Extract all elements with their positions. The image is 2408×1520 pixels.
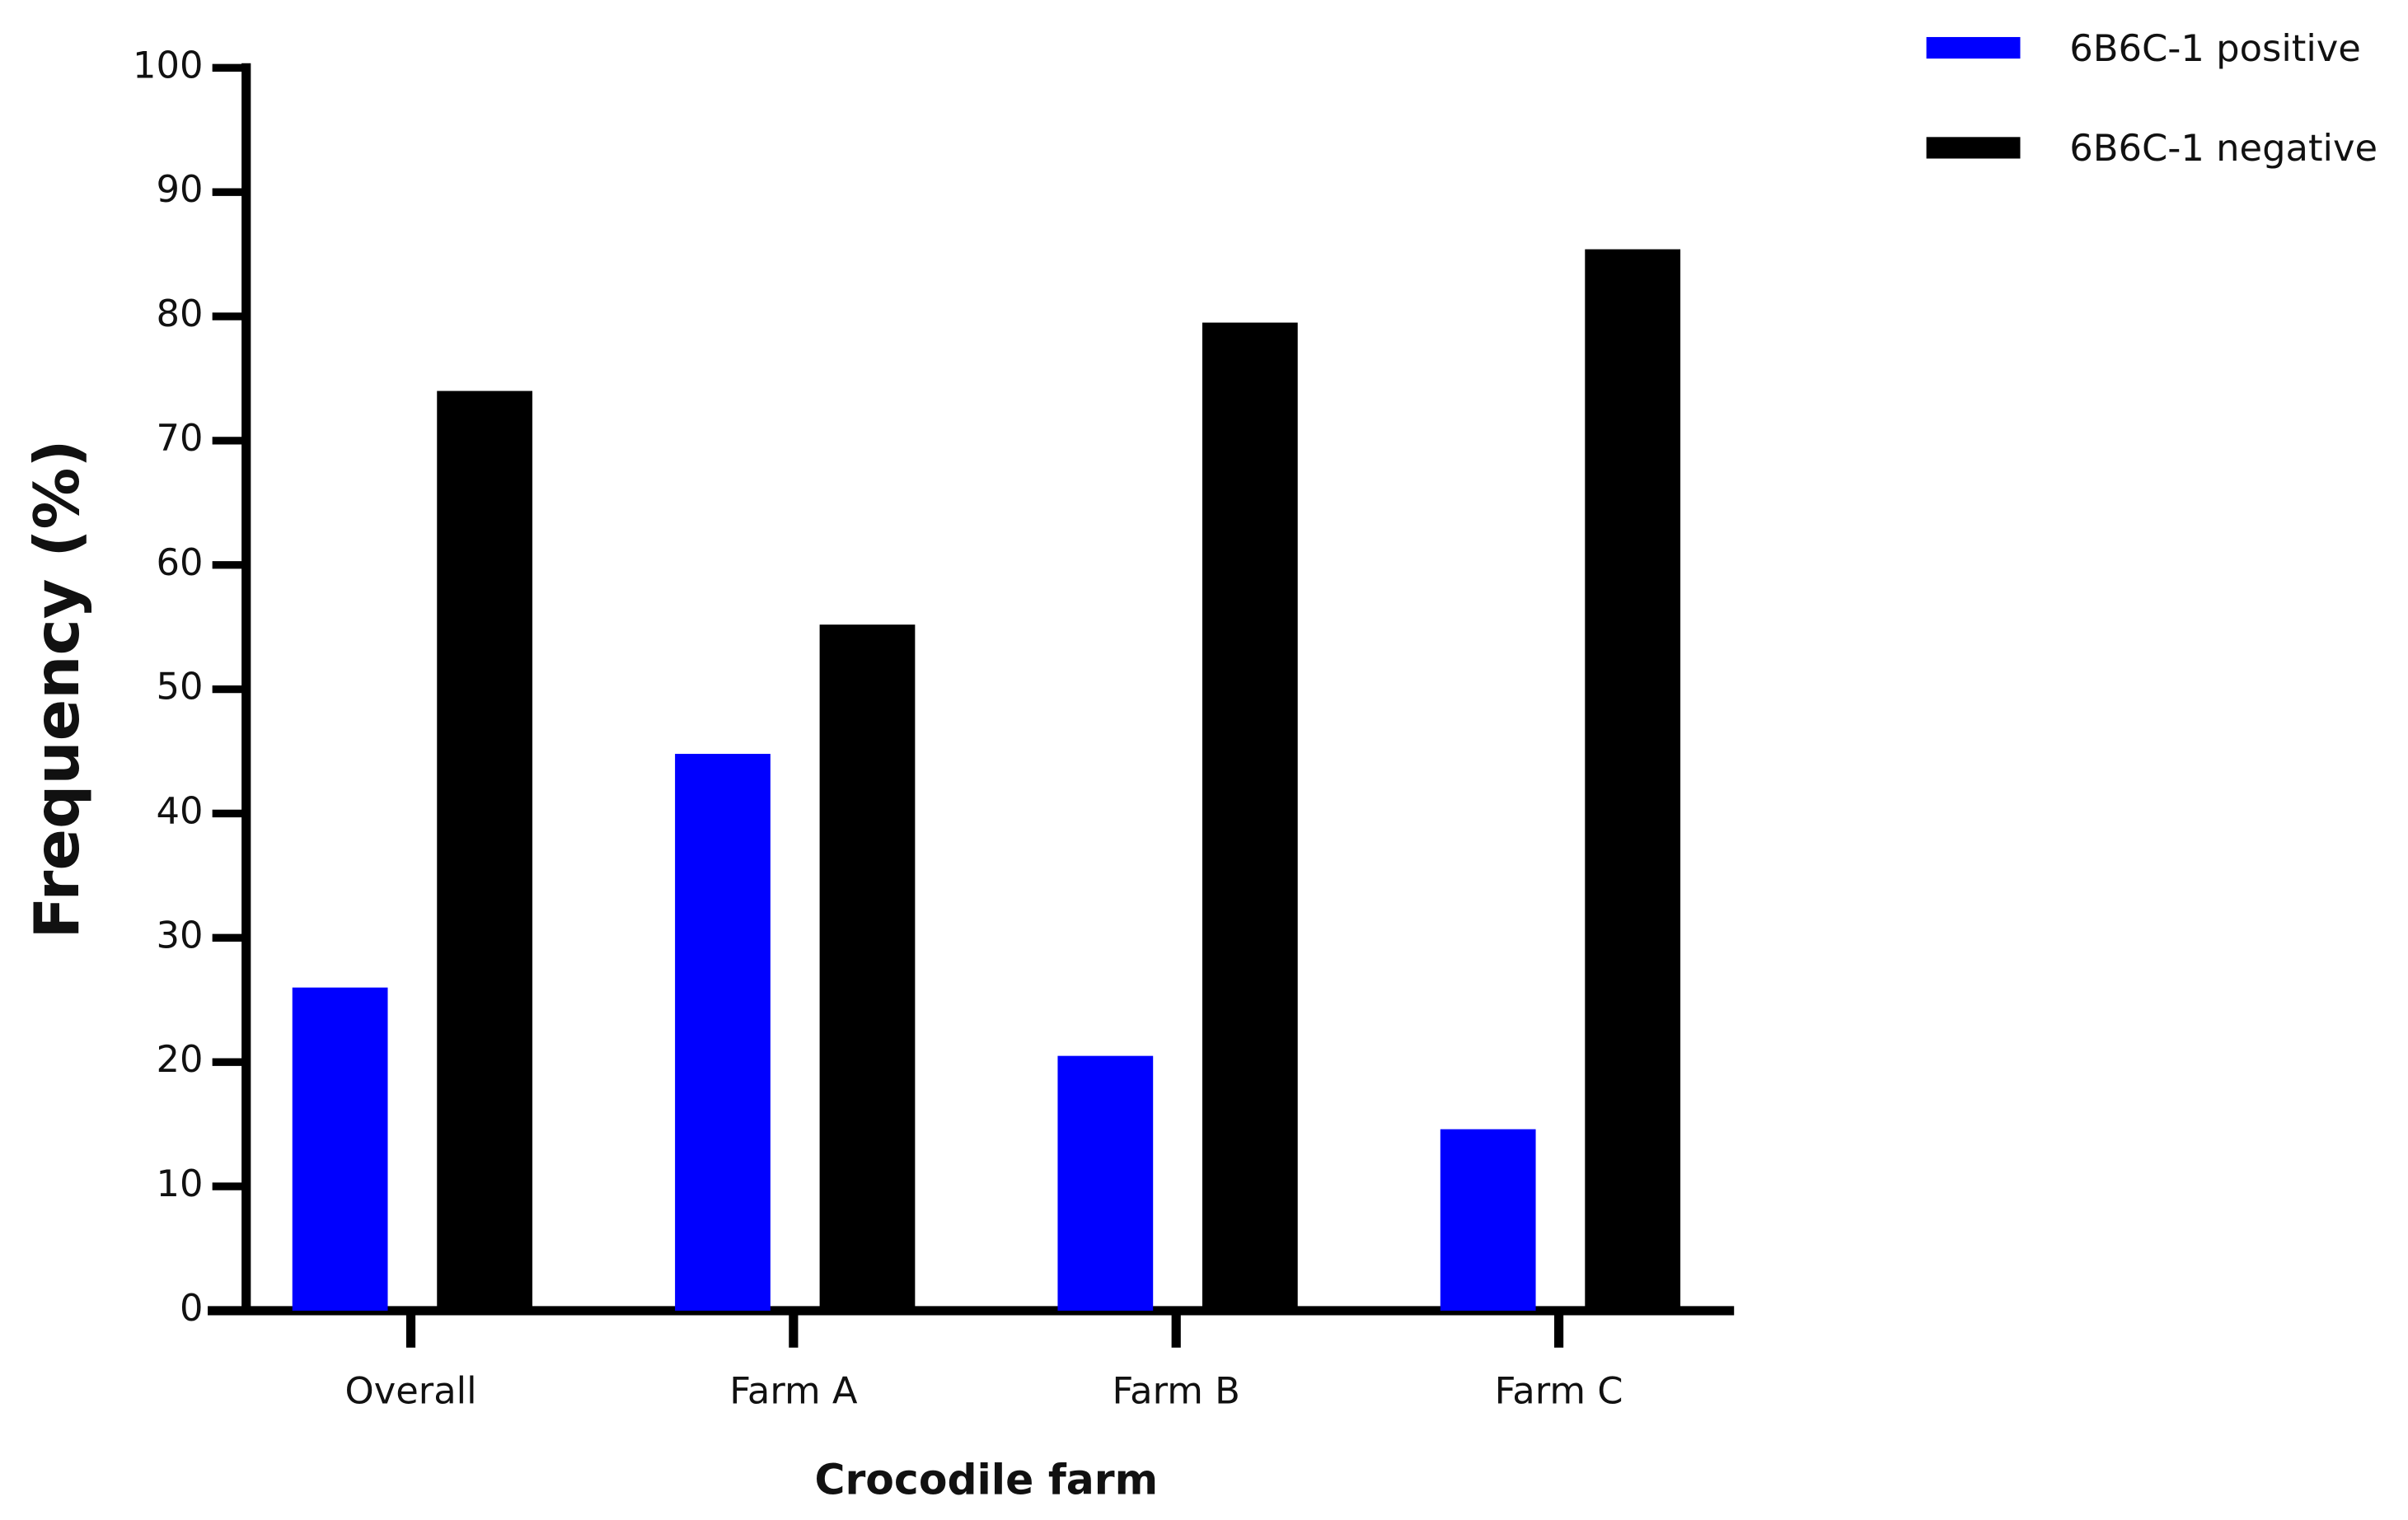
x-tick-label: Overall: [344, 1369, 476, 1413]
y-tick-label: 50: [156, 665, 203, 709]
bar: [819, 624, 916, 1311]
bar: [1057, 1055, 1154, 1311]
bar: [437, 391, 533, 1311]
y-tick-label: 90: [156, 167, 203, 211]
legend-swatch: [1926, 36, 2021, 59]
y-tick-label: 40: [156, 788, 203, 832]
bar: [292, 987, 388, 1311]
y-tick-label: 70: [156, 416, 203, 460]
legend-label: 6B6C-1 negative: [2069, 126, 2378, 170]
y-tick-label: 20: [156, 1037, 203, 1081]
y-tick-label: 100: [133, 43, 204, 87]
bar: [675, 754, 771, 1311]
bar: [1440, 1129, 1536, 1311]
x-tick-label: Farm B: [1113, 1369, 1240, 1413]
y-tick-label: 30: [156, 913, 203, 956]
y-tick-label: 80: [156, 292, 203, 335]
x-tick-label: Farm C: [1495, 1369, 1623, 1413]
y-tick-label: 10: [156, 1162, 203, 1205]
legend-swatch: [1926, 137, 2021, 159]
x-tick-label: Farm A: [729, 1369, 858, 1413]
y-tick-label: 60: [156, 540, 203, 584]
y-axis-label: Frequency (%): [21, 440, 93, 939]
bar: [1202, 322, 1298, 1311]
legend-label: 6B6C-1 positive: [2069, 26, 2361, 70]
bar: [1585, 249, 1681, 1311]
x-axis-label: Crocodile farm: [814, 1456, 1158, 1504]
y-tick-label: 0: [180, 1286, 204, 1330]
